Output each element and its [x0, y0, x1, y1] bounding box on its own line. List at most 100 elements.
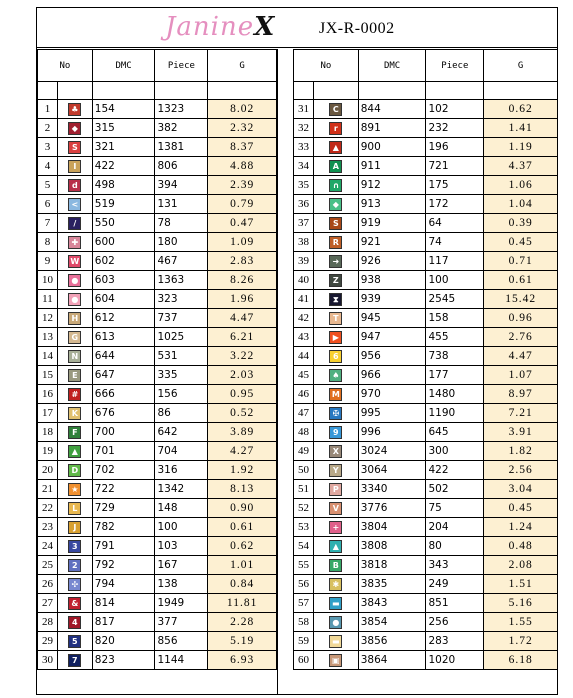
symbol-swatch: r	[312, 118, 359, 138]
row-number: 50	[293, 460, 314, 480]
chart-header: JanineX JX-R-0002	[37, 8, 557, 48]
symbol-swatch: ♣	[56, 99, 93, 119]
symbol-swatch: V	[312, 498, 359, 518]
weight-grams: 2.83	[207, 251, 277, 271]
row-number: 37	[293, 213, 314, 233]
piece-count: 204	[425, 517, 485, 537]
weight-grams: 8.02	[207, 99, 277, 119]
piece-count: 86	[154, 403, 209, 423]
weight-grams: 2.56	[483, 460, 558, 480]
weight-grams: 8.97	[483, 384, 558, 404]
pattern-code: JX-R-0002	[319, 20, 395, 37]
symbol-swatch: F	[56, 422, 93, 442]
dmc-code: 600	[91, 232, 156, 252]
dmc-code: 676	[91, 403, 156, 423]
table-header-row: No DMC Piece G	[37, 49, 277, 82]
dmc-code: 3864	[357, 650, 427, 670]
table-row: 43 ▶ 947 455 2.76	[293, 327, 558, 347]
table-row: 39 ➜ 926 117 0.71	[293, 251, 558, 271]
table-row: 49 X 3024 300 1.82	[293, 441, 558, 461]
table-row: 12 H 612 737 4.47	[37, 308, 277, 328]
symbol-swatch: W	[56, 251, 93, 271]
piece-count: 806	[154, 156, 209, 176]
table-row: 34 A 911 721 4.37	[293, 156, 558, 176]
symbol-swatch: +	[312, 517, 359, 537]
weight-grams: 5.16	[483, 593, 558, 613]
symbol-swatch: ▣	[312, 650, 359, 670]
color-chart-sheet: JanineX JX-R-0002 No DMC Piece G 1 ♣ 154 13…	[36, 7, 558, 695]
weight-grams: 1.04	[483, 194, 558, 214]
symbol-swatch: ●	[312, 612, 359, 632]
weight-grams: 1.24	[483, 517, 558, 537]
row-number: 3	[37, 137, 58, 157]
table-row: 30 7 823 1144 6.93	[37, 650, 277, 670]
symbol-icon: Z	[329, 273, 343, 287]
symbol-swatch: 5	[56, 631, 93, 651]
row-number: 38	[293, 232, 314, 252]
symbol-swatch: I	[56, 156, 93, 176]
weight-grams: 1.51	[483, 574, 558, 594]
table-row: 5 d 498 394 2.39	[37, 175, 277, 195]
weight-grams: 4.27	[207, 441, 277, 461]
table-row: 52 V 3776 75 0.45	[293, 498, 558, 518]
piece-count: 1144	[154, 650, 209, 670]
symbol-swatch: S	[312, 213, 359, 233]
piece-count: 138	[154, 574, 209, 594]
weight-grams: 0.61	[483, 270, 558, 290]
symbol-swatch: ▲	[312, 536, 359, 556]
dmc-code: 900	[357, 137, 427, 157]
row-number: 54	[293, 536, 314, 556]
dmc-code: 911	[357, 156, 427, 176]
symbol-icon: ▲	[329, 539, 343, 553]
weight-grams: 1.06	[483, 175, 558, 195]
dmc-code: 945	[357, 308, 427, 328]
symbol-icon: V	[329, 501, 343, 515]
weight-grams: 0.47	[207, 213, 277, 233]
symbol-icon: Y	[329, 463, 343, 477]
table-row: 7 / 550 78 0.47	[37, 213, 277, 233]
dmc-code: 912	[357, 175, 427, 195]
dmc-code: 700	[91, 422, 156, 442]
symbol-icon: 9	[329, 425, 343, 439]
table-row: 53 +3804 204 1.24	[293, 517, 558, 537]
row-number: 28	[37, 612, 58, 632]
dmc-code: 613	[91, 327, 156, 347]
symbol-icon: M	[329, 387, 343, 401]
row-number: 2	[37, 118, 58, 138]
symbol-swatch: ∩	[312, 175, 359, 195]
row-number: 40	[293, 270, 314, 290]
symbol-icon: &	[68, 596, 82, 610]
piece-count: 323	[154, 289, 209, 309]
weight-grams: 1.96	[207, 289, 277, 309]
dmc-code: 3340	[357, 479, 427, 499]
piece-count: 80	[425, 536, 485, 556]
row-number: 44	[293, 346, 314, 366]
symbol-icon: ▲	[329, 140, 343, 154]
piece-count: 175	[425, 175, 485, 195]
piece-count: 1480	[425, 384, 485, 404]
dmc-code: 791	[91, 536, 156, 556]
row-number: 47	[293, 403, 314, 423]
dmc-code: 919	[357, 213, 427, 233]
symbol-icon: ▶	[329, 330, 343, 344]
dmc-code: 3818	[357, 555, 427, 575]
dmc-code: 947	[357, 327, 427, 347]
row-number: 58	[293, 612, 314, 632]
dmc-code: 921	[357, 232, 427, 252]
row-number: 39	[293, 251, 314, 271]
row-number: 46	[293, 384, 314, 404]
symbol-icon: ✠	[329, 406, 343, 420]
weight-grams: 2.76	[483, 327, 558, 347]
piece-count: 738	[425, 346, 485, 366]
symbol-swatch: ✚	[56, 232, 93, 252]
symbol-icon: #	[68, 387, 82, 401]
dmc-code: 702	[91, 460, 156, 480]
table-row: 14 N 644 531 3.22	[37, 346, 277, 366]
table-row: 1 ♣ 154 1323 8.02	[37, 99, 277, 119]
weight-grams: 7.21	[483, 403, 558, 423]
table-row: 9 W 602 467 2.83	[37, 251, 277, 271]
dmc-code: 823	[91, 650, 156, 670]
row-number: 56	[293, 574, 314, 594]
dmc-code: 644	[91, 346, 156, 366]
weight-grams: 1.72	[483, 631, 558, 651]
